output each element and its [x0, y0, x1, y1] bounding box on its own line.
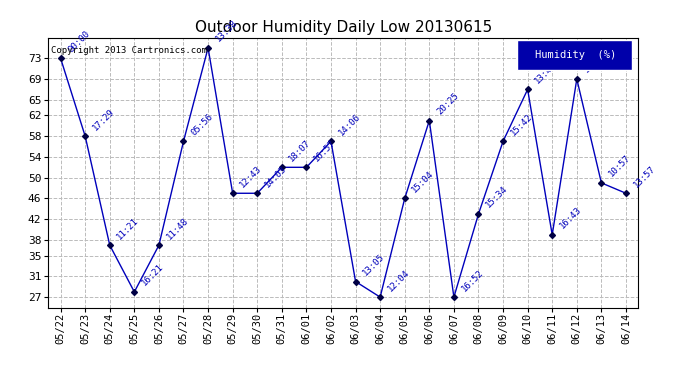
Text: 13:38: 13:38	[214, 18, 239, 44]
Text: 16:21: 16:21	[140, 262, 166, 288]
Text: 17:29: 17:29	[90, 106, 116, 132]
Text: 05:56: 05:56	[189, 112, 215, 137]
Text: Humidity  (%): Humidity (%)	[535, 50, 615, 60]
Text: 14:56: 14:56	[582, 50, 608, 75]
Text: 14:06: 14:06	[337, 112, 362, 137]
Text: 10:57: 10:57	[607, 153, 632, 179]
Text: 15:04: 15:04	[411, 169, 435, 194]
Text: Copyright 2013 Cartronics.com: Copyright 2013 Cartronics.com	[51, 46, 207, 55]
Text: 13:57: 13:57	[631, 164, 657, 189]
Text: 13:42: 13:42	[533, 60, 559, 85]
Text: 12:04: 12:04	[386, 268, 411, 293]
Text: 12:43: 12:43	[238, 164, 264, 189]
Text: 20:25: 20:25	[435, 91, 460, 116]
Text: 18:07: 18:07	[287, 138, 313, 163]
Text: 00:00: 00:00	[66, 29, 92, 54]
Text: 15:34: 15:34	[484, 184, 509, 210]
Text: 15:42: 15:42	[509, 112, 534, 137]
Text: 13:05: 13:05	[361, 252, 386, 278]
Text: 11:48: 11:48	[164, 216, 190, 241]
Text: 16:52: 16:52	[460, 268, 485, 293]
Text: 14:03: 14:03	[263, 164, 288, 189]
FancyBboxPatch shape	[518, 40, 632, 70]
Text: 16:43: 16:43	[558, 205, 583, 231]
Text: 11:21: 11:21	[115, 216, 141, 241]
Text: 16:57: 16:57	[312, 138, 337, 163]
Title: Outdoor Humidity Daily Low 20130615: Outdoor Humidity Daily Low 20130615	[195, 20, 492, 35]
